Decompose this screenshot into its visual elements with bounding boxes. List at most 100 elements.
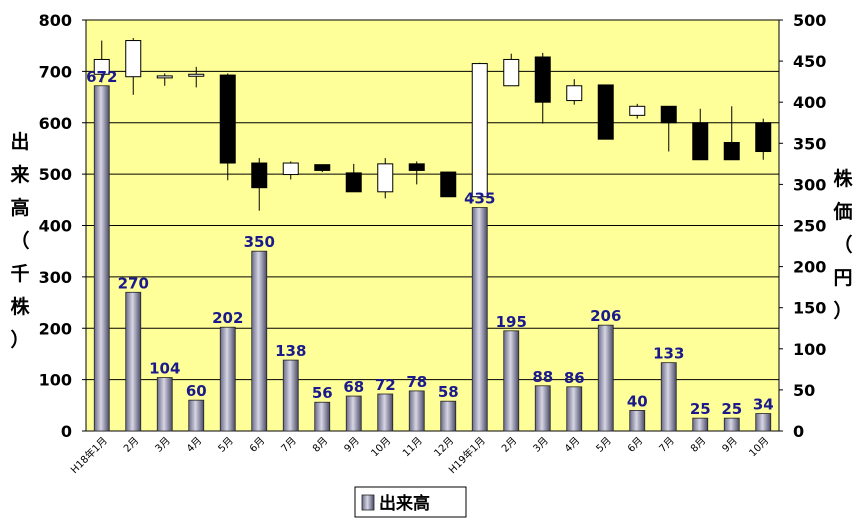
- x-tick-label: 7月: [657, 435, 677, 455]
- x-tick-label: 7月: [279, 435, 299, 455]
- volume-bar: [251, 250, 268, 432]
- left-tick-label: 0: [61, 422, 72, 441]
- x-tick-label: 5月: [594, 435, 614, 455]
- right-tick-label: 400: [793, 93, 826, 112]
- volume-bar: [282, 359, 299, 432]
- volume-bar: [377, 393, 394, 432]
- candle-body-up: [471, 63, 488, 198]
- data-label: 56: [312, 384, 333, 402]
- volume-bar: [125, 291, 142, 432]
- data-label: 133: [653, 345, 684, 363]
- legend: 出来高: [354, 486, 467, 518]
- data-label: 25: [721, 400, 742, 418]
- axis-title-char: （: [833, 233, 852, 256]
- x-tick-label: H18年1月: [68, 434, 110, 476]
- volume-bar: [534, 385, 551, 432]
- x-tick-label: 2月: [121, 435, 141, 455]
- left-tick-label: 500: [39, 165, 72, 184]
- axis-title-char: 株: [10, 295, 30, 318]
- x-tick-label: 12月: [432, 435, 457, 460]
- volume-bar: [692, 417, 709, 432]
- left-tick-label: 600: [39, 114, 72, 133]
- candle-body-down: [597, 84, 614, 140]
- volume-bar: [629, 410, 646, 432]
- left-tick-label: 400: [39, 217, 72, 236]
- volume-bar: [156, 377, 173, 432]
- right-tick-label: 250: [793, 217, 826, 236]
- data-label: 270: [118, 274, 149, 292]
- candle-body-down: [440, 171, 457, 198]
- data-label: 78: [406, 373, 427, 391]
- data-label: 60: [186, 382, 207, 400]
- data-labels: 672 270 104 60 202 350 138 56 68 72 78 58 435 195 88 86…: [86, 68, 774, 418]
- candle-body-down: [692, 122, 709, 161]
- volume-bar: [503, 330, 520, 432]
- right-axis-title: 株価 （ 円 ）: [832, 167, 853, 322]
- left-axis-ticks: 0 100 200 300 400 500 600 700 800: [39, 11, 86, 441]
- data-label: 86: [564, 369, 585, 387]
- candle-body-up: [282, 162, 299, 176]
- volume-bar: [93, 85, 110, 432]
- candle-body-up: [503, 58, 520, 87]
- left-tick-label: 200: [39, 319, 72, 338]
- axis-title-char: 千: [10, 263, 29, 285]
- x-tick-label: 8月: [310, 435, 330, 455]
- axis-titles: 出来高（千株）株価（円）: [10, 130, 853, 351]
- data-label: 195: [496, 313, 527, 331]
- right-tick-label: 100: [793, 340, 826, 359]
- axis-title-char: 来: [10, 164, 29, 186]
- x-tick-label: 2月: [499, 435, 519, 455]
- right-tick-label: 500: [793, 11, 826, 30]
- candle-body-up: [566, 85, 583, 102]
- volume-bar: [660, 362, 677, 432]
- data-label: 206: [590, 307, 621, 325]
- candle-body-up: [156, 75, 173, 79]
- candle-body-down: [723, 141, 740, 161]
- x-tick-label: 10月: [747, 435, 772, 460]
- volume-bar: [188, 399, 205, 432]
- axis-title-char: ）: [833, 299, 852, 322]
- legend-label: 出来高: [379, 493, 430, 514]
- candle-body-up: [629, 105, 646, 116]
- data-label: 25: [690, 400, 711, 418]
- volume-bar: [440, 400, 457, 432]
- axis-title-char: 出: [10, 130, 29, 153]
- x-tick-label: 9月: [342, 435, 362, 455]
- price-candles: [93, 38, 772, 211]
- x-tick-label: 6月: [247, 435, 267, 455]
- volume-bar: [566, 386, 583, 432]
- left-tick-label: 800: [39, 11, 72, 30]
- right-tick-label: 0: [793, 422, 804, 441]
- data-label: 672: [86, 68, 117, 86]
- axis-title-char: （: [10, 229, 29, 252]
- data-label: 58: [438, 383, 459, 401]
- volume-bar: [345, 395, 362, 432]
- candle-body-down: [314, 164, 331, 171]
- right-tick-label: 50: [793, 381, 815, 400]
- candle-body-down: [534, 56, 551, 103]
- candle-body-down: [660, 105, 677, 124]
- volume-bar: [597, 324, 614, 432]
- candle-body-down: [345, 172, 362, 193]
- data-label: 435: [464, 190, 495, 208]
- data-label: 72: [375, 376, 396, 394]
- candle-body-down: [408, 163, 425, 171]
- x-tick-label: 3月: [531, 435, 551, 455]
- axis-title-char: 価: [832, 201, 852, 223]
- legend-swatch: [361, 494, 375, 511]
- volume-bar: [755, 413, 772, 432]
- x-tick-label: 11月: [400, 435, 425, 460]
- candle-body-up: [125, 40, 142, 78]
- candle-body-up: [188, 73, 205, 77]
- data-label: 202: [212, 309, 243, 327]
- right-tick-label: 300: [793, 175, 826, 194]
- candle-body-down: [219, 74, 236, 164]
- candle-body-down: [251, 162, 268, 189]
- x-tick-label: 9月: [720, 435, 740, 455]
- axis-title-char: 円: [833, 267, 852, 289]
- left-tick-label: 300: [39, 268, 72, 287]
- left-axis-title: 出来高 （ 千株 ）: [10, 130, 30, 351]
- axis-title-char: 高: [10, 196, 29, 219]
